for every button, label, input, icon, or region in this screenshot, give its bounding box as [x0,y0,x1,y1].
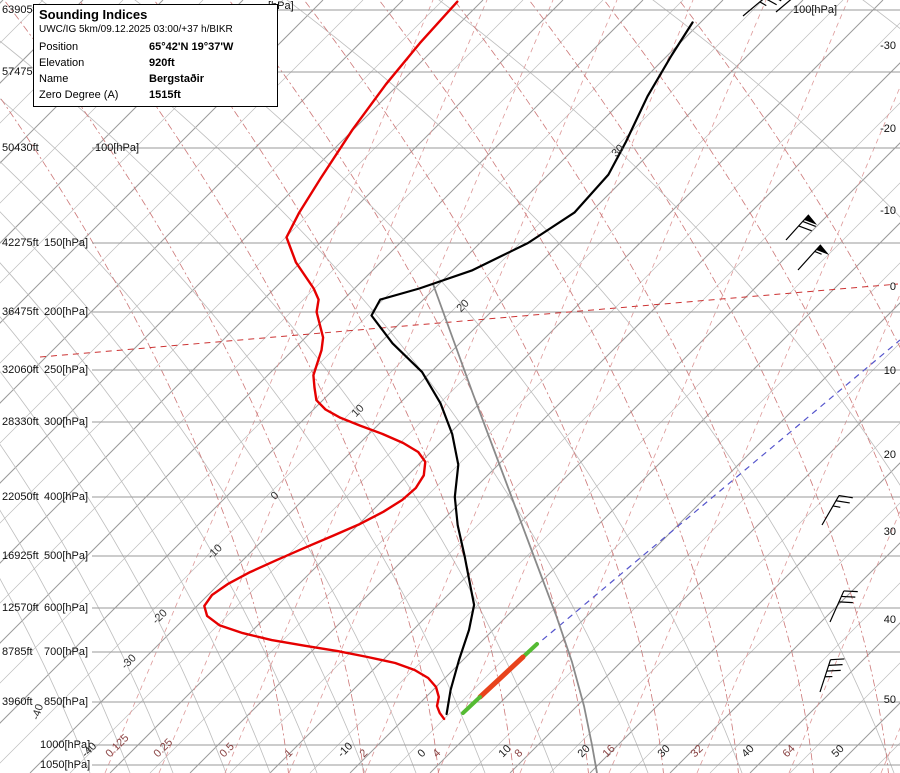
aux-blue-dashed-line [533,339,900,648]
sounding-info-panel: Sounding Indices UWC/IG 5km/09.12.2025 0… [33,4,278,107]
top-axis-label: 100[hPa] [793,4,838,16]
pressure-axis-hpa-label: 1050[hPa] [40,759,91,771]
temperature-axis-label: 20 [883,449,896,461]
temperature-axis-label: -20 [880,123,896,135]
temperature-axis-label: 30 [883,526,896,538]
wind-barb-icon [742,0,782,17]
pressure-axis-feet-label: 22050ft [2,491,39,503]
pressure-axis-hpa-label: 100[hPa] [95,142,140,154]
info-row-name: Name Bergstaðir [39,71,272,87]
temperature-axis-label: -10 [880,205,896,217]
wind-barb-icon [821,494,853,526]
pressure-axis-hpa-label: 1000[hPa] [40,739,91,751]
temperature-axis-label: 50 [883,694,896,706]
info-model-line: UWC/IG 5km/09.12.2025 03:00/+37 h/BIKR [39,24,233,35]
temperature-curve [370,21,694,716]
wind-barbs [742,0,858,693]
state-curve [432,283,598,773]
pressure-axis-feet-label: 32060ft [2,364,39,376]
grid-mixing-ratio [104,0,900,773]
aux-red-dashed-line [39,283,899,358]
wind-barb-icon [829,590,858,623]
wind-barb-icon [797,244,830,271]
pressure-axis-hpa-label: 400[hPa] [44,491,89,503]
grid-isobars [92,9,900,766]
info-row-elevation: Elevation 920ft [39,55,272,71]
info-row-value: 920ft [149,57,175,69]
pressure-axis-hpa-label: 300[hPa] [44,416,89,428]
info-row-label: Name [39,73,69,85]
wind-barb-icon [819,658,845,693]
pressure-axis-feet-label: 50430ft [2,142,39,154]
pressure-axis-feet-label: 12570ft [2,602,39,614]
dewpoint-curve [203,0,459,721]
pressure-axis-hpa-label: 200[hPa] [44,306,89,318]
info-title: Sounding Indices [39,7,148,22]
temperature-axis-label: 10 [883,365,896,377]
pressure-axis-hpa-label: 600[hPa] [44,602,89,614]
wind-barb-icon [775,0,803,13]
pressure-axis-feet-label: 57475ft [2,66,39,78]
temperature-axis-label: -30 [880,40,896,52]
pressure-axis-hpa-label: 500[hPa] [44,550,89,562]
info-row-label: Elevation [39,57,85,69]
info-row-zero-degree: Zero Degree (A) 1515ft [39,87,272,103]
pressure-axis-hpa-label: 250[hPa] [44,364,89,376]
pressure-axis-feet-label: 36475ft [2,306,39,318]
pressure-axis-feet-label: 8785ft [2,646,33,658]
info-row-value: 1515ft [149,89,181,101]
cloud-layer-segment [461,642,539,715]
info-row-label: Position [39,41,79,53]
pressure-axis-hpa-label: 850[hPa] [44,696,89,708]
info-row-value: 65°42'N 19°37'W [149,41,234,53]
pressure-axis-feet-label: 63905ft [2,4,39,16]
info-row-label: Zero Degree (A) [39,89,119,101]
pressure-axis-hpa-label: 150[hPa] [44,237,89,249]
pressure-axis-feet-label: 42275ft [2,237,39,249]
info-row-position: Position 65°42'N 19°37'W [39,39,272,55]
temperature-axis-label: 40 [883,614,896,626]
pressure-axis-hpa-label: 700[hPa] [44,646,89,658]
pressure-axis-feet-label: 16925ft [2,550,39,562]
pressure-axis-feet-label: 28330ft [2,416,39,428]
pressure-axis-feet-label: 3960ft [2,696,33,708]
temperature-axis-label: 0 [889,281,896,293]
info-row-value: Bergstaðir [149,73,205,85]
wind-barb-icon [785,214,818,241]
